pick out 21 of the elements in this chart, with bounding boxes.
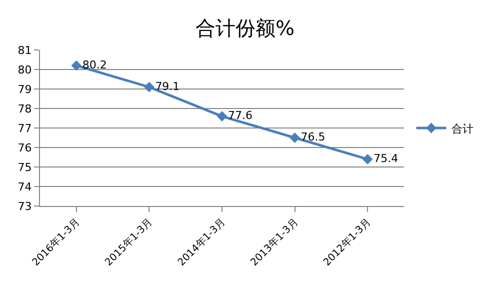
chart-title: 合计份额%	[195, 16, 295, 40]
legend-label: 合计	[451, 122, 474, 136]
data-label: 77.6	[228, 109, 252, 122]
point	[362, 154, 373, 164]
y-tick-label: 75	[18, 160, 32, 174]
y-tick-label: 74	[18, 180, 32, 194]
point	[71, 60, 82, 71]
data-label: 75.4	[374, 152, 398, 165]
point	[216, 111, 228, 122]
data-label: 76.5	[300, 130, 326, 144]
data-label: 80.2	[82, 58, 107, 72]
point	[290, 132, 300, 143]
y-tick-label: 78	[18, 102, 32, 116]
point	[144, 82, 154, 92]
y-tick-label: 76	[18, 141, 32, 154]
y-tick-label: 73	[18, 200, 32, 213]
y-tick-label: 81	[18, 44, 32, 57]
data-label: 79.1	[155, 80, 180, 93]
y-tick-label: 79	[18, 82, 32, 96]
y-tick-label: 80	[18, 63, 32, 76]
y-tick-label: 77	[18, 122, 32, 135]
